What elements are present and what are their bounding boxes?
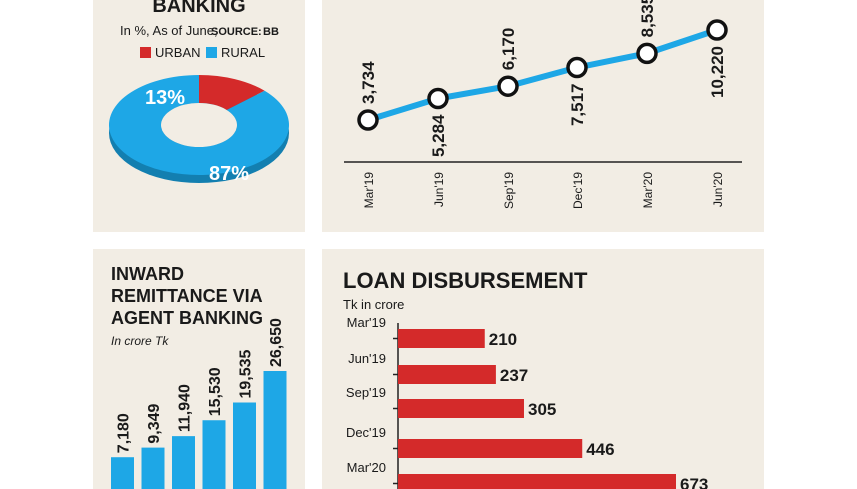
line-point xyxy=(499,77,517,95)
loan-bar xyxy=(398,399,524,418)
line-value-label: 8,535 xyxy=(638,0,657,37)
line-chart-svg: 3,734 Mar'19 5,284 Jun'19 6,170 Sep'19 7,517 De… xyxy=(322,0,764,232)
loan-title: LOAN DISBURSEMENT xyxy=(343,268,588,293)
loan-bar xyxy=(398,365,496,384)
line-point xyxy=(568,59,586,77)
line-value-label: 10,220 xyxy=(708,46,727,98)
line-point xyxy=(429,89,447,107)
legend-rural-swatch xyxy=(206,47,217,58)
pie-title: BANKING xyxy=(152,0,245,17)
loan-subtitle: Tk in crore xyxy=(343,297,404,312)
loan-bar xyxy=(398,329,485,348)
line-tick-label: Sep'19 xyxy=(502,172,516,209)
remit-bar xyxy=(142,448,165,489)
line-point xyxy=(638,44,656,62)
line-point xyxy=(708,21,726,39)
remit-bar xyxy=(172,436,195,489)
loan-disbursement-panel: LOAN DISBURSEMENT Tk in crore 210 Mar'19 2… xyxy=(322,249,764,489)
line-value-label: 5,284 xyxy=(429,114,448,157)
remit-title-line-1: INWARD xyxy=(111,264,184,284)
donut-label-urban: 13% xyxy=(145,87,185,109)
loan-category-label: Dec'19 xyxy=(346,425,386,440)
loan-svg: LOAN DISBURSEMENT Tk in crore 210Mar'192… xyxy=(322,249,764,489)
loan-bar-chart: 210 Mar'19 237 Jun'19 305 Sep'19 446 Dec'19 673 M… xyxy=(346,315,708,489)
donut-chart: 13% 87% xyxy=(109,75,289,185)
line-chart-panel: 3,734 Mar'19 5,284 Jun'19 6,170 Sep'19 7,517 De… xyxy=(322,0,764,232)
remittance-svg: INWARD REMITTANCE VIA AGENT BANKING In c… xyxy=(93,249,305,489)
loan-category-label: Jun'19 xyxy=(348,351,386,366)
remit-value-label: 26,650 xyxy=(268,318,285,367)
remit-value-label: 15,530 xyxy=(207,367,224,416)
donut-label-rural: 87% xyxy=(209,163,249,185)
legend-urban-label: URBAN xyxy=(155,45,201,60)
loan-category-label: Mar'20 xyxy=(347,460,386,475)
loan-value-label: 210 xyxy=(489,330,517,349)
line-tick-label: Mar'19 xyxy=(362,172,376,209)
loan-category-label: Mar'19 xyxy=(347,315,386,330)
remit-title-line-3: AGENT BANKING xyxy=(111,308,263,328)
legend-urban-swatch xyxy=(140,47,151,58)
pie-subtitle: In %, As of June; xyxy=(120,23,218,38)
line-tick-label: Jun'19 xyxy=(432,172,446,207)
remit-bar xyxy=(264,371,287,489)
line-series xyxy=(368,30,717,120)
line-value-label: 6,170 xyxy=(499,28,518,71)
loan-value-label: 305 xyxy=(528,400,556,419)
line-tick-label: Mar'20 xyxy=(641,172,655,209)
line-value-label: 3,734 xyxy=(359,61,378,104)
remit-title-line-2: REMITTANCE VIA xyxy=(111,286,263,306)
line-value-label: 7,517 xyxy=(568,84,587,127)
remit-bar xyxy=(233,403,256,489)
loan-bar xyxy=(398,439,582,458)
line-point xyxy=(359,111,377,129)
remit-value-label: 7,180 xyxy=(116,413,133,453)
remittance-panel: INWARD REMITTANCE VIA AGENT BANKING In c… xyxy=(93,249,305,489)
remit-value-label: 9,349 xyxy=(146,403,163,443)
loan-value-label: 673 xyxy=(680,475,708,489)
line-tick-label: Jun'20 xyxy=(711,172,725,207)
legend-rural-label: RURAL xyxy=(221,45,265,60)
loan-category-label: Sep'19 xyxy=(346,385,386,400)
remit-bar xyxy=(203,420,226,489)
pie-source-value: BB xyxy=(263,26,279,38)
loan-value-label: 446 xyxy=(586,440,614,459)
remit-bar xyxy=(111,457,134,489)
pie-source-label: SOURCE: xyxy=(211,26,262,38)
loan-value-label: 237 xyxy=(500,366,528,385)
rural-urban-svg: BANKING In %, As of June; SOURCE: BB URB… xyxy=(93,0,305,232)
line-tick-label: Dec'19 xyxy=(571,172,585,209)
remit-value-label: 19,535 xyxy=(238,349,255,398)
rural-urban-panel: BANKING In %, As of June; SOURCE: BB URB… xyxy=(93,0,305,232)
remit-subtitle: In crore Tk xyxy=(111,334,169,348)
donut-hole xyxy=(161,103,237,147)
line-chart: 3,734 Mar'19 5,284 Jun'19 6,170 Sep'19 7,517 De… xyxy=(344,0,742,209)
remit-value-label: 11,940 xyxy=(177,384,194,432)
